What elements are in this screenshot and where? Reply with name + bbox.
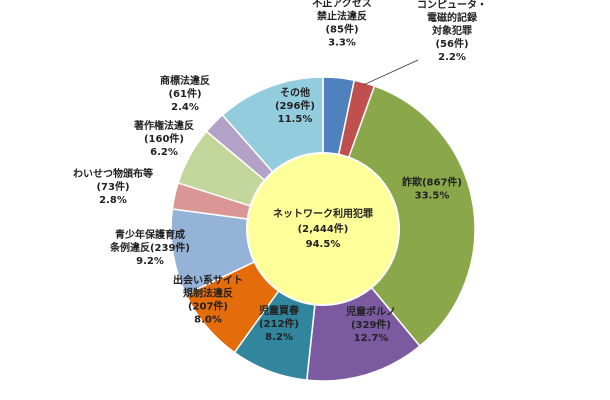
slice-label-line: (85件) bbox=[325, 23, 358, 36]
slice-label-line: その他 bbox=[280, 86, 310, 99]
slice-label-line: 8.0% bbox=[194, 315, 222, 326]
slice-label-line: (73件) bbox=[96, 180, 129, 193]
slice-label-line: 12.7% bbox=[354, 333, 389, 344]
slice-label-8: 著作権法違反(160件) 6.2% bbox=[133, 119, 194, 158]
slice-label-line: (329件) bbox=[351, 318, 391, 331]
slice-label-line: 対象犯罪 bbox=[431, 24, 472, 37]
slice-label-5: 出会い系サイト規制法違反(207件) 8.0% bbox=[173, 274, 243, 326]
slice-label-line: コンピュータ・ bbox=[417, 0, 487, 11]
slice-label-line: 規制法違反 bbox=[183, 287, 233, 300]
slice-label-line: 6.2% bbox=[150, 147, 178, 158]
center-disc bbox=[246, 152, 400, 306]
center-label-percent: 94.5% bbox=[306, 239, 341, 250]
slice-label-line: 著作権法違反 bbox=[133, 119, 194, 132]
slice-label-10: その他(296件) 11.5% bbox=[275, 86, 315, 125]
leader-line-1 bbox=[363, 59, 419, 86]
slice-label-line: 児童買春 bbox=[258, 304, 299, 317]
slice-label-7: わいせつ物頒布等(73件) 2.8% bbox=[73, 167, 153, 206]
slice-label-line: (212件) bbox=[259, 317, 299, 330]
slice-label-line: 11.5% bbox=[278, 114, 313, 125]
slice-label-2: 詐欺(867件) 33.5% bbox=[402, 176, 462, 202]
slice-label-line: (56件) bbox=[435, 37, 468, 50]
center-label-name: ネットワーク利用犯罪 bbox=[273, 207, 373, 220]
slice-label-line: 8.2% bbox=[265, 332, 293, 343]
center-label-count: (2,444件) bbox=[298, 222, 349, 235]
slice-label-line: 条例違反(239件) bbox=[109, 241, 190, 254]
slice-label-6: 青少年保護育成条例違反(239件) 9.2% bbox=[109, 228, 190, 267]
slice-label-line: 児童ポルノ bbox=[345, 305, 396, 318]
slice-label-line: 2.2% bbox=[438, 52, 466, 63]
slice-label-0: 不正アクセス禁止法違反(85件) 3.3% bbox=[312, 0, 372, 49]
slice-label-line: 3.3% bbox=[328, 38, 356, 49]
slice-label-line: 33.5% bbox=[415, 191, 450, 202]
slice-label-line: 青少年保護育成 bbox=[115, 228, 185, 241]
slice-label-3: 児童ポルノ(329件) 12.7% bbox=[345, 305, 396, 344]
slice-label-4: 児童買春(212件) 8.2% bbox=[258, 304, 299, 343]
slice-label-line: わいせつ物頒布等 bbox=[73, 167, 153, 180]
slice-label-line: (296件) bbox=[275, 99, 315, 112]
slice-label-line: 電磁的記録 bbox=[427, 11, 478, 24]
slice-label-line: 9.2% bbox=[136, 256, 164, 267]
slice-label-line: 出会い系サイト bbox=[173, 274, 243, 287]
slice-label-line: 2.8% bbox=[99, 195, 127, 206]
slice-label-line: (160件) bbox=[144, 132, 184, 145]
slice-label-9: 商標法違反(61件) 2.4% bbox=[160, 74, 210, 113]
slice-label-line: 商標法違反 bbox=[160, 74, 210, 87]
slice-label-line: 詐欺(867件) bbox=[402, 176, 462, 189]
slice-label-line: (207件) bbox=[188, 300, 228, 313]
slice-label-line: 2.4% bbox=[171, 102, 199, 113]
slice-label-1: コンピュータ・電磁的記録対象犯罪(56件) 2.2% bbox=[417, 0, 487, 63]
slice-label-line: 不正アクセス bbox=[312, 0, 372, 10]
slice-label-line: 禁止法違反 bbox=[316, 10, 367, 23]
slice-label-line: (61件) bbox=[168, 87, 201, 100]
